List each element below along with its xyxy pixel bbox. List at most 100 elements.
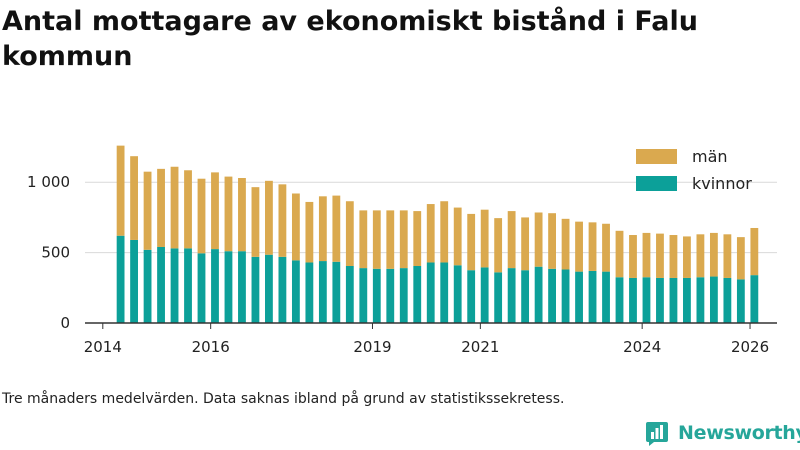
axes: 0 500 1 000 2014 2016 2019 2021 2024 2026 — [27, 173, 777, 356]
bar-kvinnor — [642, 277, 651, 323]
bar-man — [399, 210, 408, 269]
bar-man — [184, 170, 192, 249]
bar-man — [413, 211, 422, 266]
x-tick-label: 2014 — [84, 338, 122, 356]
bar-kvinnor — [440, 262, 449, 323]
bar-kvinnor — [345, 265, 354, 323]
bar-man — [265, 180, 273, 255]
bar-kvinnor — [480, 267, 489, 323]
bar-kvinnor — [750, 275, 759, 323]
bar-kvinnor — [494, 272, 503, 323]
bar-man — [453, 207, 462, 266]
y-tick-label: 0 — [60, 314, 70, 332]
bar-man — [480, 209, 489, 268]
bar-kvinnor — [386, 268, 395, 323]
bar-kvinnor — [453, 265, 462, 323]
bar-man — [372, 210, 381, 269]
bar-man — [211, 172, 219, 250]
bar-man — [494, 218, 503, 273]
bar-kvinnor — [602, 271, 610, 323]
bar-kvinnor — [561, 269, 570, 323]
bar-man — [683, 236, 691, 278]
bar-man — [521, 217, 530, 271]
bar-kvinnor — [426, 262, 435, 323]
bar-man — [588, 222, 597, 271]
x-tick-label: 2019 — [353, 338, 391, 356]
bar-man — [467, 213, 476, 271]
bar-man — [440, 201, 449, 263]
bar-man — [575, 221, 583, 272]
legend-label: män — [692, 147, 728, 166]
bar-man — [629, 235, 637, 278]
bar-kvinnor — [709, 276, 718, 323]
bar-kvinnor — [507, 268, 516, 323]
bar-man — [709, 232, 718, 277]
bar-man — [359, 210, 368, 269]
y-tick-label: 500 — [41, 244, 70, 262]
chart-title: Antal mottagare av ekonomiskt bistånd i … — [2, 6, 698, 72]
x-tick-label: 2016 — [192, 338, 230, 356]
bar-man — [278, 184, 287, 257]
bar-man — [332, 195, 341, 262]
bar-kvinnor — [143, 249, 152, 323]
bar-kvinnor — [534, 266, 543, 323]
bar-man — [143, 171, 152, 250]
bar-kvinnor — [305, 262, 314, 323]
bar-man — [561, 218, 570, 270]
legend-swatch — [636, 149, 677, 164]
bar-man — [157, 168, 165, 247]
legend-swatch — [636, 176, 677, 191]
bar-man — [238, 178, 246, 252]
brand-logo[interactable]: Newsworthy — [644, 419, 800, 447]
bar-kvinnor — [656, 277, 664, 323]
bar-man — [750, 227, 759, 276]
bar-man — [426, 204, 435, 263]
bar-man — [305, 201, 314, 263]
bar-kvinnor — [197, 253, 206, 323]
bar-kvinnor — [265, 254, 273, 323]
bar-man — [615, 230, 624, 278]
bar-kvinnor — [683, 277, 691, 323]
bar-kvinnor — [291, 260, 300, 323]
bar-man — [548, 213, 556, 269]
bar-man — [642, 232, 651, 278]
bar-kvinnor — [669, 277, 678, 323]
x-tick-label: 2021 — [461, 338, 499, 356]
bar-kvinnor — [211, 249, 219, 323]
legend-label: kvinnor — [692, 174, 752, 193]
bar-man — [197, 178, 206, 254]
bar-kvinnor — [318, 261, 327, 323]
brand-name: Newsworthy — [678, 422, 800, 444]
bar-man — [130, 156, 138, 240]
legend: män kvinnor — [636, 147, 752, 193]
bar-kvinnor — [615, 277, 624, 323]
bar-kvinnor — [251, 256, 260, 323]
bar-man — [534, 212, 543, 267]
bar-man — [602, 223, 610, 272]
bar-man — [291, 193, 300, 261]
bar-kvinnor — [696, 277, 705, 323]
bar-kvinnor — [359, 268, 368, 323]
bar-kvinnor — [399, 268, 408, 323]
bar-man — [386, 210, 395, 269]
bar-kvinnor — [467, 270, 476, 323]
bar-kvinnor — [130, 239, 138, 323]
bar-kvinnor — [575, 271, 583, 323]
bar-kvinnor — [629, 277, 637, 323]
x-tick-label: 2026 — [731, 338, 769, 356]
footnote: Tre månaders medelvärden. Data saknas ib… — [2, 391, 565, 407]
bar-kvinnor — [157, 246, 165, 323]
bar-man — [116, 145, 125, 236]
x-tick-label: 2024 — [623, 338, 661, 356]
bar-kvinnor — [116, 235, 125, 323]
bar-kvinnor — [521, 270, 530, 323]
bar-kvinnor — [238, 251, 246, 323]
bar-man — [507, 211, 516, 269]
bar-man — [318, 196, 327, 262]
bar-man — [723, 234, 732, 278]
bar-kvinnor — [723, 277, 732, 323]
bar-kvinnor — [184, 248, 192, 323]
bar-kvinnor — [736, 279, 745, 323]
bar-kvinnor — [413, 265, 422, 323]
